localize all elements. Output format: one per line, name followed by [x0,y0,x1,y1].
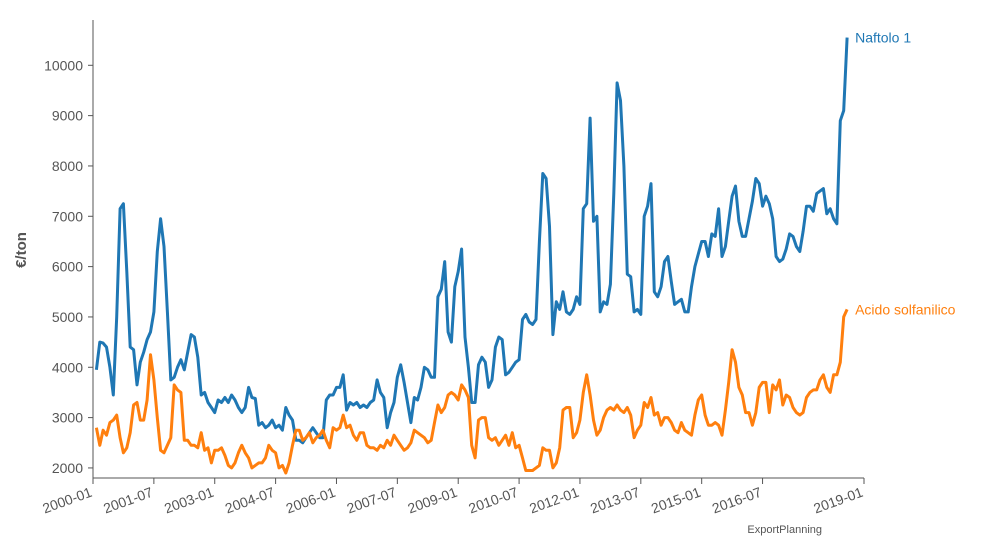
y-ticks: 2000 3000 4000 5000 6000 7000 8000 9000 10000 [44,57,93,476]
y-tick-label: 8000 [52,158,83,174]
y-tick-label: 2000 [52,460,83,476]
y-tick-label: 4000 [52,359,83,375]
y-tick-label: 5000 [52,309,83,325]
x-tick-label: 2001-07 [101,484,155,517]
y-axis: 2000 3000 4000 5000 6000 7000 8000 9000 10000 [44,20,94,478]
x-tick-label: 2007-07 [345,484,399,517]
x-axis: 2000-01 2001-07 2003-01 2004-07 2006-01 2007-… [40,477,865,516]
x-tick-label: 2019-01 [811,484,865,517]
x-tick-label: 2006-01 [284,484,338,517]
x-tick-label: 2010-07 [466,484,520,517]
series-label: Acido solfanilico [855,301,956,317]
series-line-naftolo-1 [94,37,849,445]
x-tick-label: 2015-01 [649,484,703,517]
y-tick-label: 10000 [44,57,83,73]
x-tick-label: 2000-01 [40,484,94,517]
x-tick-label: 2003-01 [162,484,216,517]
series-group: Naftolo 1 Acido solfanilico [94,30,956,475]
y-tick-label: 7000 [52,208,83,224]
y-axis-title: €/ton [13,232,30,268]
y-tick-label: 6000 [52,259,83,275]
series-label: Naftolo 1 [855,30,911,46]
source-label: ExportPlanning [747,524,822,536]
x-ticks: 2000-01 2001-07 2003-01 2004-07 2006-01 2007-… [40,478,865,516]
y-tick-label: 9000 [52,108,83,124]
x-tick-label: 2012-01 [527,484,581,517]
series-line-acido-solfanilico [94,308,849,475]
x-tick-label: 2009-01 [405,484,459,517]
x-tick-label: 2004-07 [223,484,277,517]
x-tick-label: 2016-07 [710,484,764,517]
y-tick-label: 3000 [52,410,83,426]
x-tick-label: 2013-07 [588,484,642,517]
